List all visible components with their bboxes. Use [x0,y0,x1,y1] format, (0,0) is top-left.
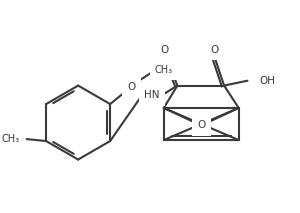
Text: O: O [128,82,136,92]
Text: O: O [197,121,206,131]
Text: OH: OH [259,76,275,86]
Text: CH₃: CH₃ [155,65,173,75]
Text: O: O [210,45,218,55]
Text: O: O [160,45,169,55]
Text: CH₃: CH₃ [2,134,20,144]
Text: HN: HN [144,90,160,100]
